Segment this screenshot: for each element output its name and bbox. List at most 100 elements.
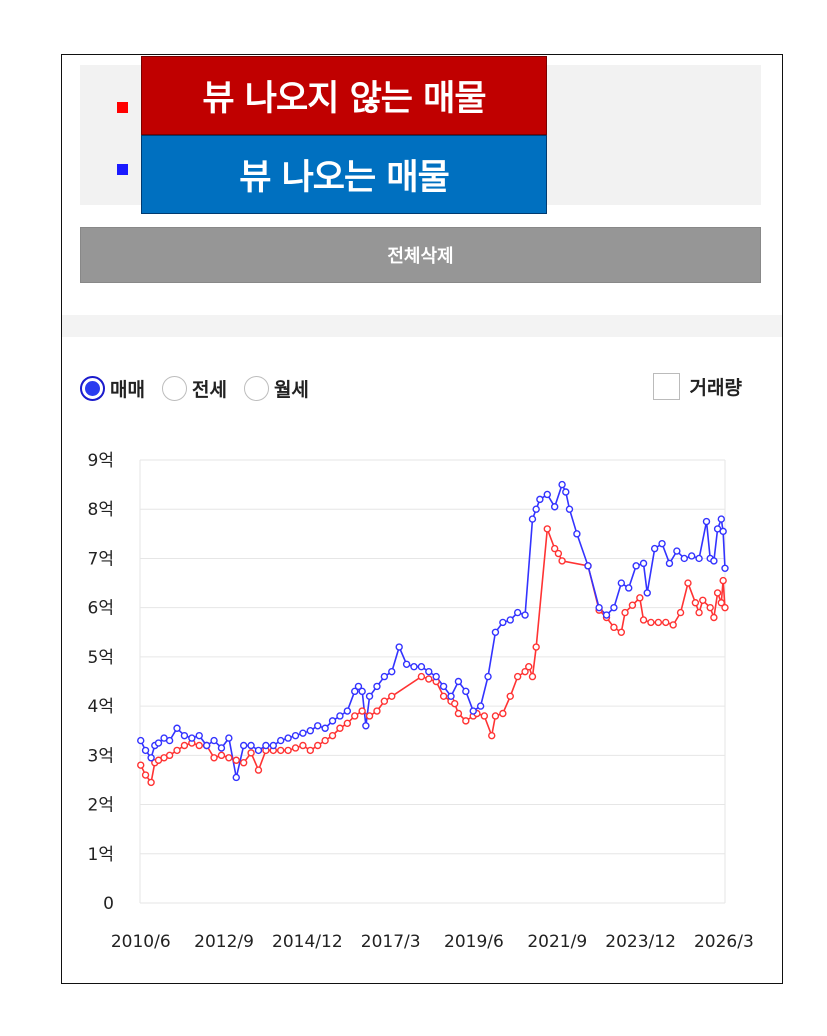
data-point: [462, 687, 470, 696]
data-point: [351, 687, 359, 696]
data-point: [454, 677, 463, 686]
legend-label-view: 뷰 나오는 매물: [141, 135, 547, 214]
data-point: [284, 734, 292, 742]
data-point: [565, 505, 574, 513]
data-point: [521, 667, 529, 676]
data-point: [506, 616, 514, 624]
data-point: [439, 692, 448, 700]
volume-checkbox[interactable]: [652, 373, 680, 400]
delete-all-button[interactable]: 전체삭제: [80, 227, 761, 283]
data-point: [710, 613, 718, 622]
data-point: [137, 761, 145, 769]
x-tick-label: 2012/9: [194, 932, 254, 952]
data-point: [225, 754, 233, 762]
data-point: [550, 503, 559, 511]
data-point: [373, 707, 381, 715]
radio-monthly-rent[interactable]: 월세: [243, 375, 309, 402]
data-point: [173, 724, 181, 732]
radio-monthly-rent-circle[interactable]: [243, 375, 269, 401]
data-point: [647, 618, 655, 627]
data-point: [362, 722, 370, 730]
data-point: [232, 756, 240, 764]
radio-jeonse[interactable]: 전세: [161, 375, 227, 402]
volume-checkbox-label: 거래량: [689, 377, 742, 399]
data-point: [639, 616, 648, 624]
data-point: [691, 599, 700, 607]
data-point: [491, 628, 500, 636]
data-point: [225, 734, 233, 742]
data-point: [147, 778, 155, 787]
data-point: [513, 608, 522, 617]
data-point: [173, 746, 181, 755]
data-point: [410, 663, 418, 671]
data-point: [687, 552, 696, 560]
data-point: [528, 672, 537, 681]
data-point: [210, 754, 218, 762]
data-point: [695, 554, 703, 563]
radio-jeonse-label: 전세: [191, 378, 227, 401]
data-point: [680, 554, 688, 563]
data-point: [462, 717, 470, 725]
data-point: [719, 576, 727, 585]
data-point: [284, 746, 292, 755]
data-point: [447, 692, 455, 700]
data-point: [365, 712, 374, 720]
data-point: [532, 505, 540, 513]
data-point: [543, 490, 551, 499]
data-point: [180, 741, 189, 750]
data-point: [695, 608, 703, 617]
data-point: [636, 594, 644, 602]
data-point: [558, 480, 566, 489]
price-chart-panel: 뷰 나오지 않는 매물 뷰 나오는 매물 전체삭제 매매 전세 월세 거래량 0…: [61, 54, 783, 984]
data-point: [602, 611, 611, 619]
data-point: [721, 564, 729, 572]
x-tick-label: 2010/6: [111, 932, 171, 952]
data-point: [554, 549, 563, 558]
radio-monthly-rent-label: 월세: [273, 378, 309, 401]
data-point: [314, 741, 322, 750]
data-point: [562, 488, 570, 496]
data-point: [321, 724, 329, 732]
data-point: [506, 692, 514, 700]
data-point: [654, 618, 663, 627]
data-point: [373, 682, 381, 691]
data-point: [328, 731, 337, 740]
data-point: [269, 741, 277, 750]
data-point: [702, 517, 711, 526]
radio-sale-circle[interactable]: [80, 375, 105, 401]
section-divider: [62, 315, 782, 337]
x-tick-label: 2017/3: [361, 932, 421, 952]
data-point: [141, 771, 150, 779]
volume-toggle[interactable]: 거래량: [652, 373, 742, 400]
data-point: [351, 712, 359, 720]
data-point: [154, 739, 163, 747]
data-point: [521, 611, 529, 619]
data-point: [165, 736, 174, 745]
deal-type-radio-group: 매매 전세 월세: [80, 371, 326, 405]
data-point: [380, 697, 389, 705]
data-point: [484, 672, 492, 681]
y-tick-label: 6억: [88, 599, 114, 619]
data-point: [276, 746, 285, 755]
radio-jeonse-circle[interactable]: [161, 375, 187, 401]
data-point: [532, 643, 540, 651]
y-tick-label: 3억: [88, 746, 114, 766]
y-tick-label: 0: [103, 894, 114, 914]
data-point: [706, 603, 714, 612]
data-point: [665, 559, 674, 568]
data-point: [188, 734, 196, 742]
data-point: [380, 672, 389, 681]
data-point: [276, 736, 285, 745]
data-point: [513, 672, 522, 681]
data-point: [610, 623, 618, 632]
data-point: [291, 744, 300, 752]
data-point: [632, 562, 640, 570]
data-point: [595, 603, 603, 612]
y-tick-label: 8억: [88, 500, 114, 520]
data-point: [650, 544, 659, 553]
data-point: [354, 682, 363, 691]
data-point: [217, 744, 226, 752]
y-tick-label: 9억: [88, 451, 114, 471]
radio-sale[interactable]: 매매: [80, 375, 145, 402]
data-point: [669, 621, 677, 629]
